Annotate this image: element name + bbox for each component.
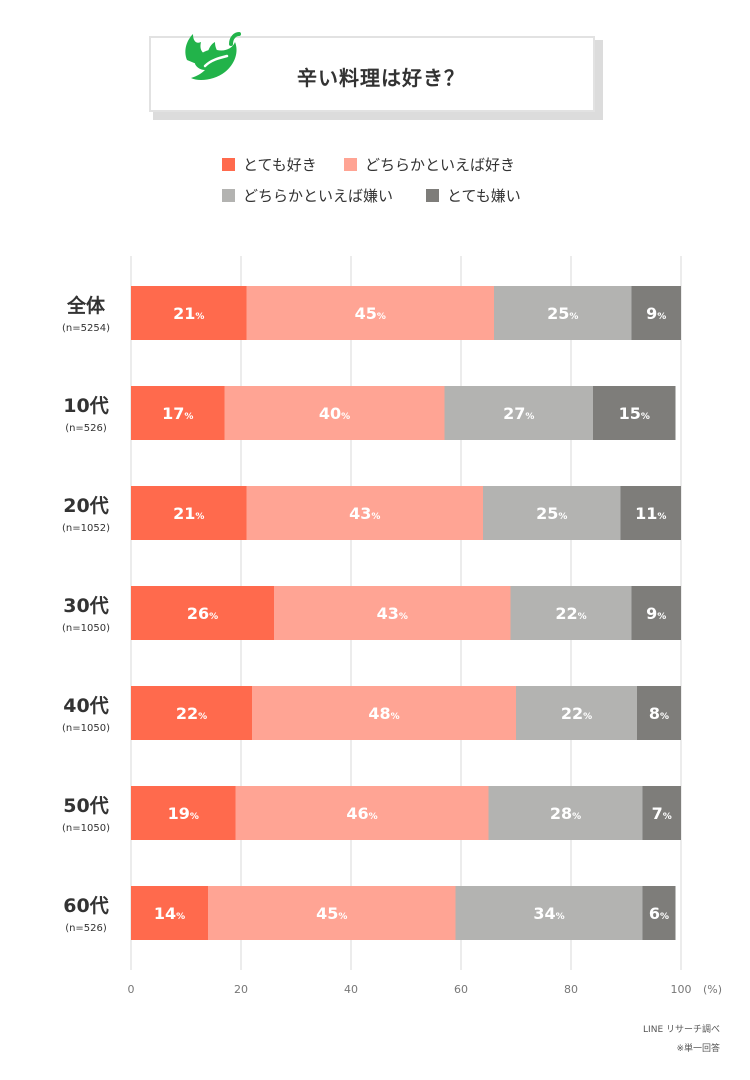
x-tick-label: 40 xyxy=(344,983,358,996)
bar-value-label: 28% xyxy=(550,804,581,823)
bar-value-label: 22% xyxy=(561,704,592,723)
legend-swatch xyxy=(426,189,439,202)
sample-size-label: (n=1052) xyxy=(62,523,110,534)
bar-segment xyxy=(494,286,632,340)
bar-value-label: 11% xyxy=(635,504,666,523)
bar-value-label: 17% xyxy=(162,404,193,423)
bar-value-label: 48% xyxy=(368,704,399,723)
bar-segment xyxy=(620,486,681,540)
category-label: 50代 xyxy=(63,795,108,817)
bar-value-label: 21% xyxy=(173,304,204,323)
category-label: 10代 xyxy=(63,395,108,417)
x-tick-label: 20 xyxy=(234,983,248,996)
bar-value-label: 8% xyxy=(649,704,669,723)
bar-segment xyxy=(131,686,252,740)
bar-value-label: 43% xyxy=(377,604,408,623)
source-note: LINE リサーチ調べ xyxy=(643,1025,720,1035)
bar-segment xyxy=(246,486,483,540)
bar-segment xyxy=(131,486,247,540)
bar-value-label: 9% xyxy=(646,304,666,323)
bar-segment xyxy=(631,586,681,640)
bar-segment xyxy=(252,686,516,740)
legend-swatch xyxy=(222,158,235,171)
chili-pepper-icon xyxy=(185,32,241,80)
bar-value-label: 19% xyxy=(168,804,199,823)
answer-note: ※単一回答 xyxy=(676,1044,720,1054)
bar-value-label: 45% xyxy=(316,904,347,923)
bar-value-label: 9% xyxy=(646,604,666,623)
bar-segment xyxy=(642,886,676,940)
legend-label: どちらかといえば好き xyxy=(365,156,515,174)
bar-segment xyxy=(488,786,643,840)
bar-value-label: 14% xyxy=(154,904,185,923)
category-label: 40代 xyxy=(63,695,108,717)
x-tick-label: 60 xyxy=(454,983,468,996)
x-tick-label: 100 xyxy=(671,983,692,996)
bar-value-label: 40% xyxy=(319,404,350,423)
bar-segment xyxy=(246,286,494,340)
sample-size-label: (n=1050) xyxy=(62,723,110,734)
chart-title: 辛い料理は好き？ xyxy=(297,66,465,90)
bar-value-label: 43% xyxy=(349,504,380,523)
bar-segment xyxy=(131,586,274,640)
legend-label: どちらかといえば嫌い xyxy=(243,187,393,205)
pepper-stem xyxy=(229,32,241,46)
legend-label: とても好き xyxy=(243,156,317,174)
bar-value-label: 46% xyxy=(346,804,377,823)
sample-size-label: (n=5254) xyxy=(62,323,110,334)
category-label: 20代 xyxy=(63,495,108,517)
pepper-highlight xyxy=(203,54,229,68)
x-tick-label: 0 xyxy=(128,983,135,996)
bar-segment xyxy=(131,886,208,940)
bar-segment xyxy=(642,786,681,840)
bar-segment xyxy=(455,886,643,940)
bar-value-label: 22% xyxy=(176,704,207,723)
sample-size-label: (n=1050) xyxy=(62,623,110,634)
legend-swatch xyxy=(344,158,357,171)
bar-segment xyxy=(510,586,632,640)
title-box: 辛い料理は好き？ xyxy=(149,36,595,112)
bar-value-label: 27% xyxy=(503,404,534,423)
bar-segment xyxy=(444,386,593,440)
x-unit-label: (%) xyxy=(703,983,722,996)
bar-value-label: 25% xyxy=(547,304,578,323)
bar-segment xyxy=(516,686,637,740)
category-labels: 全体 (n=5254) 10代 (n=526) 20代 (n=1052) 30代 (n=105… xyxy=(62,294,110,934)
bar-segment xyxy=(631,286,681,340)
legend-label: とても嫌い xyxy=(447,187,521,205)
bar-value-label: 26% xyxy=(187,604,218,623)
bar-value-label: 22% xyxy=(555,604,586,623)
bar-segment xyxy=(131,386,225,440)
bar-value-label: 6% xyxy=(649,904,669,923)
category-label: 60代 xyxy=(63,895,108,917)
bar-segment xyxy=(131,286,247,340)
bar-value-label: 15% xyxy=(619,404,650,423)
bar-value-label: 45% xyxy=(355,304,386,323)
bar-segment xyxy=(235,786,489,840)
bar-segment xyxy=(637,686,681,740)
bar-value-label: 7% xyxy=(652,804,672,823)
category-label: 30代 xyxy=(63,595,108,617)
bars: 21% 45% 25% 9% 17% 40% 27% 15% 21% 43% 25% 11% 26% 43… xyxy=(131,286,681,940)
bar-segment xyxy=(593,386,676,440)
bar-segment xyxy=(208,886,456,940)
bar-segment xyxy=(483,486,621,540)
sample-size-label: (n=526) xyxy=(65,923,107,934)
sample-size-label: (n=526) xyxy=(65,423,107,434)
bar-segment xyxy=(224,386,445,440)
sample-size-label: (n=1050) xyxy=(62,823,110,834)
x-axis-ticks: 0 20 40 60 80 100 (%) xyxy=(128,983,723,996)
x-tick-label: 80 xyxy=(564,983,578,996)
bar-segment xyxy=(131,786,236,840)
bar-value-label: 34% xyxy=(533,904,564,923)
bar-value-label: 25% xyxy=(536,504,567,523)
category-label: 全体 xyxy=(66,294,106,317)
bar-value-label: 21% xyxy=(173,504,204,523)
legend-swatch xyxy=(222,189,235,202)
bar-segment xyxy=(274,586,511,640)
